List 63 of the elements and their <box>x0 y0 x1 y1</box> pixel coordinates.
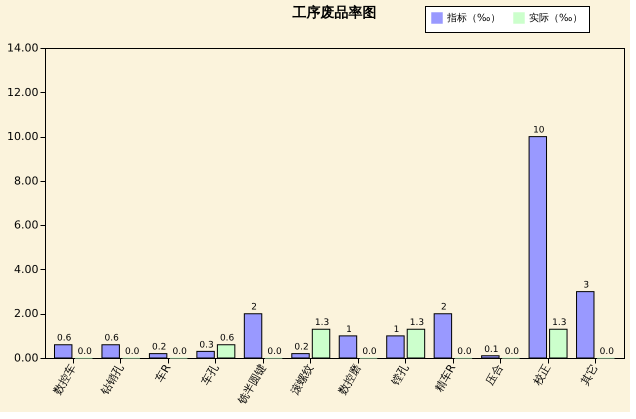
x-tick-label: 钻销孔 <box>98 362 126 398</box>
legend-label: 指标（‰） <box>446 12 500 24</box>
bar <box>481 355 500 358</box>
x-tick-label: 其它 <box>578 362 601 388</box>
y-tick-label: 10.00 <box>7 130 38 144</box>
bar <box>54 344 72 358</box>
x-tick-label: 车孔 <box>198 362 222 388</box>
data-label: 0.6 <box>104 334 120 344</box>
chart-title: 工序废品率图 <box>292 4 376 21</box>
data-label: 0.1 <box>484 344 499 355</box>
data-label: 0.0 <box>504 347 520 357</box>
bar <box>549 328 568 358</box>
y-tick-label: 14.00 <box>7 42 38 54</box>
y-tick-label: 6.00 <box>14 218 38 232</box>
data-label: 0.0 <box>267 347 282 357</box>
data-label: 2 <box>441 302 447 313</box>
bar <box>528 136 548 358</box>
legend-label: 实际（‰） <box>529 12 582 24</box>
y-tick-label: 0.00 <box>14 352 38 364</box>
data-label: 0.0 <box>600 347 614 357</box>
y-tick-label: 12.00 <box>7 86 38 99</box>
data-label: 1 <box>346 324 352 335</box>
y-tick-label: 2.00 <box>14 307 38 320</box>
x-tick-label: 压合 <box>484 362 506 388</box>
bar <box>291 353 310 358</box>
bar <box>244 313 262 358</box>
data-label: 10 <box>533 126 545 136</box>
bar <box>148 353 168 358</box>
bar <box>196 350 215 358</box>
bar <box>576 291 594 358</box>
x-tick-label: 镗孔 <box>388 362 411 388</box>
y-tick-label: 4.00 <box>14 262 38 276</box>
x-tick-label: 精车R <box>432 362 459 394</box>
data-label: 1.3 <box>314 318 330 328</box>
x-tick-label: 数控磨 <box>336 362 364 398</box>
x-tick-label: 数控车 <box>50 362 79 398</box>
x-tick-label: 滚螺纹 <box>288 362 316 398</box>
y-tick-label: 8.00 <box>14 174 38 188</box>
x-tick-label: 校正 <box>530 362 554 388</box>
bar <box>338 335 358 358</box>
bar <box>216 344 236 358</box>
data-label: 0.6 <box>220 334 235 344</box>
data-label: 0.3 <box>199 340 214 350</box>
data-label: 0.0 <box>362 347 377 357</box>
data-label: 0.0 <box>78 347 92 357</box>
bar <box>101 344 120 358</box>
x-tick-label: 车R <box>153 362 174 385</box>
data-label: 1.3 <box>410 318 424 328</box>
data-label: 0.2 <box>152 342 166 353</box>
data-label: 0.2 <box>294 342 309 353</box>
data-label: 3 <box>583 280 590 291</box>
bar <box>434 313 452 358</box>
data-label: 2 <box>251 302 257 313</box>
data-label: 0.0 <box>125 347 140 357</box>
data-label: 1 <box>394 324 400 335</box>
x-tick-label: 铣半圆键 <box>234 362 269 408</box>
data-label: 0.0 <box>172 347 188 357</box>
bar <box>406 328 426 358</box>
data-label: 1.3 <box>552 318 566 328</box>
bar <box>386 335 405 358</box>
data-label: 0.0 <box>457 347 472 357</box>
bar <box>312 328 330 358</box>
data-label: 0.6 <box>57 334 72 344</box>
